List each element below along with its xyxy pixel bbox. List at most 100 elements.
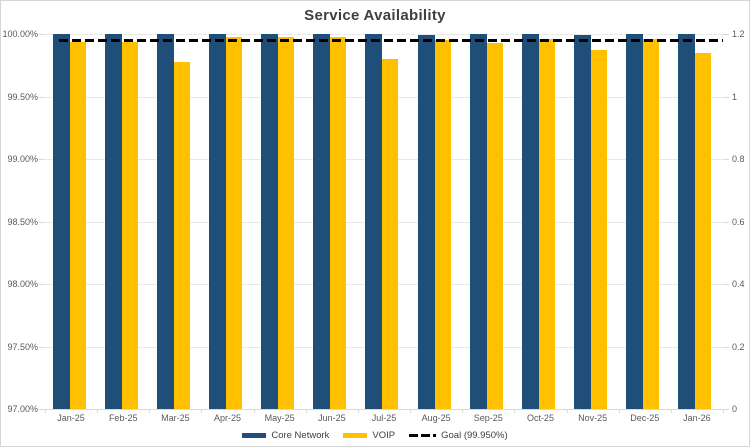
legend-item-voip: VOIP bbox=[343, 430, 395, 441]
left-axis-tick bbox=[39, 221, 45, 223]
x-axis-tick bbox=[253, 409, 255, 413]
bar-group-Jun-25 bbox=[306, 34, 358, 409]
right-axis-tick bbox=[723, 34, 729, 35]
legend-item-goal: Goal (99.950%) bbox=[409, 430, 508, 441]
plot-area bbox=[45, 34, 723, 409]
x-axis-label-Oct-25: Oct-25 bbox=[526, 413, 554, 423]
left-axis-tick-label: 97.50% bbox=[7, 341, 38, 352]
chart-legend: Core Network VOIP Goal (99.950%) bbox=[1, 430, 749, 441]
right-axis-tick bbox=[723, 221, 729, 223]
right-axis-tick-label: 0.2 bbox=[732, 341, 745, 352]
chart-title: Service Availability bbox=[304, 7, 446, 24]
x-axis-label-May-25: May-25 bbox=[264, 413, 295, 423]
bar-group-Dec-25 bbox=[619, 34, 671, 409]
bar-core-network-Jan-26 bbox=[678, 34, 696, 409]
bar-core-network-Jun-25 bbox=[313, 34, 331, 409]
bar-core-network-Mar-25 bbox=[156, 34, 174, 409]
x-axis-tick bbox=[410, 409, 412, 413]
x-axis-tick bbox=[201, 409, 203, 413]
x-axis-label-Feb-25: Feb-25 bbox=[108, 413, 138, 423]
bar-group-Feb-25 bbox=[97, 34, 149, 409]
x-axis-tick bbox=[566, 409, 568, 413]
gridline bbox=[45, 34, 723, 35]
bar-voip-Oct-25 bbox=[538, 39, 555, 409]
bar-group-Apr-25 bbox=[201, 34, 253, 409]
bar-group-Jan-26 bbox=[671, 34, 723, 409]
x-axis-label-Jun-25: Jun-25 bbox=[318, 413, 346, 423]
bar-voip-Jan-25 bbox=[69, 41, 86, 409]
bar-core-network-Sep-25 bbox=[469, 34, 487, 409]
right-axis-tick bbox=[723, 284, 729, 285]
bar-voip-Jun-25 bbox=[330, 36, 347, 409]
legend-item-core-network: Core Network bbox=[242, 430, 329, 441]
bar-group-May-25 bbox=[254, 34, 306, 409]
bar-voip-Sep-25 bbox=[486, 42, 503, 409]
left-axis-tick-label: 97.00% bbox=[7, 404, 38, 414]
x-axis-label-Jan-25: Jan-25 bbox=[57, 413, 85, 423]
right-axis-tick bbox=[723, 96, 729, 98]
left-axis-tick bbox=[39, 159, 45, 160]
bar-voip-Dec-25 bbox=[643, 39, 660, 409]
bar-group-Mar-25 bbox=[149, 34, 201, 409]
bar-group-Jul-25 bbox=[358, 34, 410, 409]
right-axis-tick-label: 0.8 bbox=[732, 154, 745, 164]
legend-label: VOIP bbox=[372, 430, 396, 441]
x-axis-label-Mar-25: Mar-25 bbox=[161, 413, 190, 423]
bar-voip-Apr-25 bbox=[226, 36, 243, 409]
goal-line bbox=[59, 38, 723, 42]
right-axis-tick-label: 1.2 bbox=[732, 29, 745, 39]
bar-voip-Jul-25 bbox=[382, 59, 399, 409]
x-axis-label-Sep-25: Sep-25 bbox=[473, 413, 503, 423]
left-axis-tick bbox=[39, 34, 45, 35]
bar-core-network-Feb-25 bbox=[104, 34, 122, 409]
right-axis-tick bbox=[723, 409, 729, 410]
bar-core-network-May-25 bbox=[261, 34, 279, 409]
x-axis-tick bbox=[618, 409, 620, 413]
bar-core-network-Dec-25 bbox=[626, 34, 644, 409]
x-axis-label-Aug-25: Aug-25 bbox=[421, 413, 451, 423]
right-axis-tick-label: 1 bbox=[732, 91, 738, 102]
bar-group-Aug-25 bbox=[410, 34, 462, 409]
bar-core-network-Apr-25 bbox=[209, 34, 227, 409]
right-axis-tick bbox=[723, 346, 729, 348]
x-axis-tick bbox=[462, 409, 464, 413]
left-axis-tick bbox=[39, 409, 45, 410]
bar-voip-Aug-25 bbox=[434, 40, 451, 409]
bar-voip-Mar-25 bbox=[173, 61, 190, 409]
bar-group-Nov-25 bbox=[567, 34, 619, 409]
left-axis-tick-label: 98.00% bbox=[7, 279, 38, 289]
right-axis-tick bbox=[723, 159, 729, 160]
left-axis-tick-label: 98.50% bbox=[7, 216, 38, 227]
legend-label: Goal (99.950%) bbox=[441, 430, 508, 441]
x-axis-tick bbox=[723, 409, 724, 413]
bar-core-network-Aug-25 bbox=[417, 35, 435, 409]
x-axis-tick bbox=[305, 409, 307, 413]
right-axis-tick-label: 0.6 bbox=[732, 216, 745, 227]
bar-group-Jan-25 bbox=[45, 34, 97, 409]
bar-core-network-Oct-25 bbox=[521, 34, 539, 409]
bar-core-network-Jul-25 bbox=[365, 34, 383, 409]
legend-swatch-icon bbox=[343, 433, 368, 438]
right-axis-tick-label: 0 bbox=[732, 404, 738, 414]
bar-voip-Jan-26 bbox=[695, 52, 712, 409]
legend-swatch-icon bbox=[242, 433, 267, 438]
x-axis-tick bbox=[97, 409, 99, 413]
x-axis-tick bbox=[670, 409, 672, 413]
bar-voip-Nov-25 bbox=[591, 50, 608, 409]
bar-core-network-Nov-25 bbox=[574, 35, 592, 409]
bar-voip-Feb-25 bbox=[121, 41, 138, 409]
right-axis-tick-label: 0.4 bbox=[732, 279, 745, 289]
legend-label: Core Network bbox=[271, 430, 330, 441]
left-axis-tick-label: 99.00% bbox=[7, 154, 38, 164]
left-axis-tick-label: 100.00% bbox=[2, 29, 38, 39]
x-axis-label-Dec-25: Dec-25 bbox=[630, 413, 660, 423]
x-axis-label-Jan-26: Jan-26 bbox=[683, 413, 711, 423]
bar-group-Oct-25 bbox=[514, 34, 566, 409]
x-axis-tick bbox=[45, 409, 46, 413]
x-axis-tick bbox=[514, 409, 516, 413]
bar-group-Sep-25 bbox=[462, 34, 514, 409]
left-axis-tick bbox=[39, 96, 45, 98]
bar-voip-May-25 bbox=[278, 36, 295, 409]
x-axis-tick bbox=[357, 409, 359, 413]
